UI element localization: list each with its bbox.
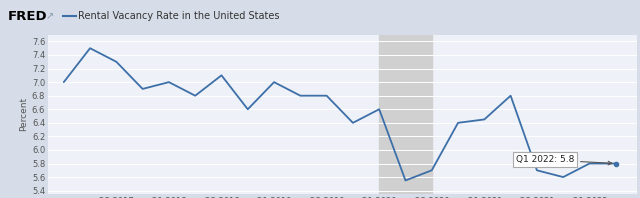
Text: Rental Vacancy Rate in the United States: Rental Vacancy Rate in the United States — [78, 11, 280, 21]
Y-axis label: Percent: Percent — [19, 97, 28, 131]
Text: FRED: FRED — [8, 10, 47, 23]
Text: Q1 2022: 5.8: Q1 2022: 5.8 — [516, 155, 612, 165]
Bar — [379, 35, 432, 194]
Text: ↗: ↗ — [46, 11, 54, 21]
